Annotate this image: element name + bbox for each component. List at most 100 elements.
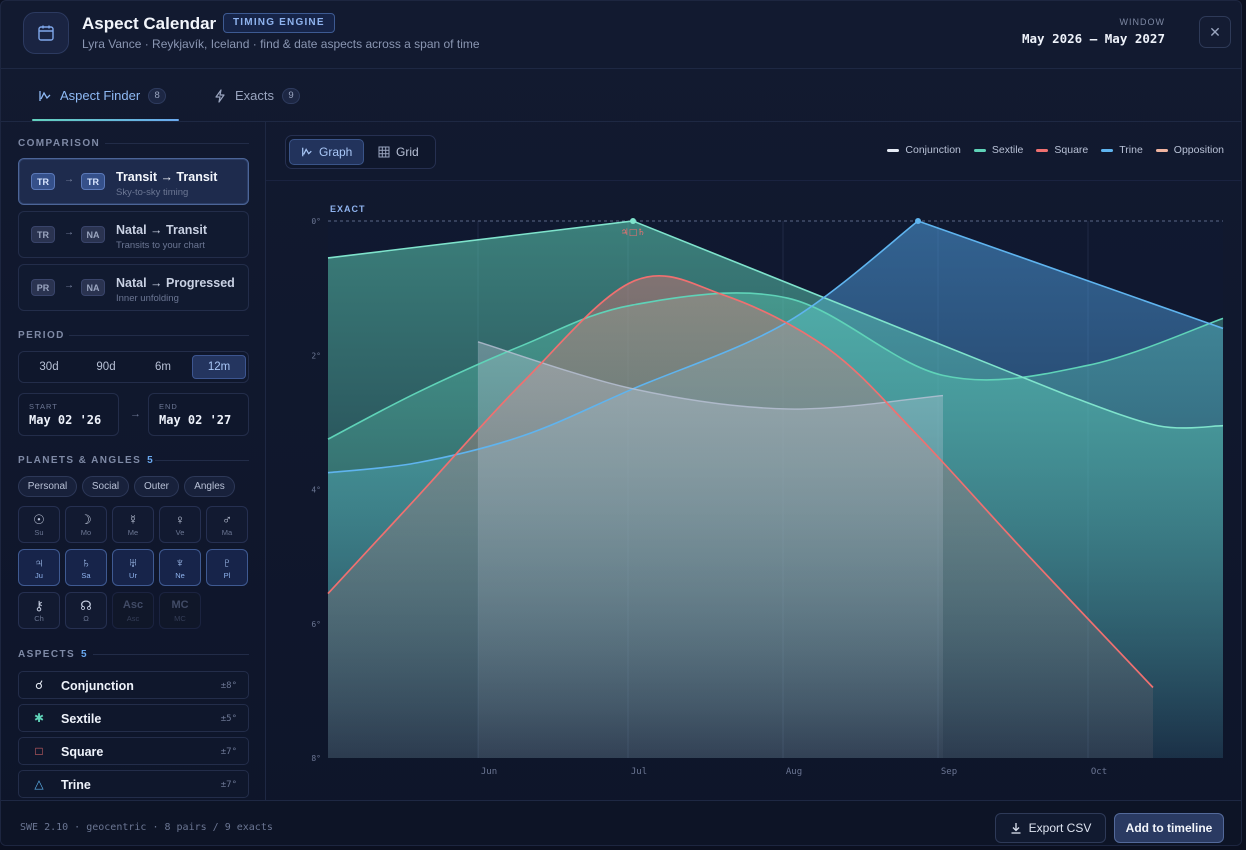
- planet-ur[interactable]: ♅ Ur: [112, 549, 154, 586]
- period-6m[interactable]: 6m: [155, 361, 171, 373]
- to-pill: NA: [81, 279, 105, 296]
- calendar-icon: [23, 12, 69, 54]
- end-date-field[interactable]: END May 02 '27: [148, 393, 249, 436]
- planet-sa[interactable]: ♄ Sa: [65, 549, 107, 586]
- legend-item-sextile[interactable]: Sextile: [973, 144, 1023, 156]
- planet-abbr: Ω: [83, 614, 89, 623]
- grid-icon: [378, 146, 390, 158]
- aspect-orb: ±5°: [220, 714, 237, 724]
- end-label: END: [159, 402, 178, 411]
- group-social[interactable]: Social: [82, 476, 129, 497]
- planet-glyph-icon: ☊: [80, 598, 92, 613]
- planet-ω[interactable]: ☊ Ω: [65, 592, 107, 629]
- sextile-exact-marker: [630, 218, 636, 224]
- comparison-subtitle: Transits to your chart: [116, 240, 205, 251]
- comparison-natal-progressed[interactable]: PR → NA Natal → Progressed Inner unfoldi…: [18, 264, 249, 311]
- legend-swatch: [887, 148, 900, 152]
- x-tick-label: Sep: [941, 767, 957, 777]
- x-tick-label: Jun: [481, 767, 497, 777]
- close-icon: ✕: [1209, 23, 1221, 40]
- planet-ch[interactable]: ⚷ Ch: [18, 592, 60, 629]
- line-chart-icon: [39, 90, 51, 101]
- legend-swatch: [1101, 148, 1114, 152]
- planet-abbr: Pl: [223, 571, 231, 580]
- tab-aspect-finder[interactable]: Aspect Finder 8: [38, 69, 167, 122]
- planet-asc[interactable]: Asc Asc: [112, 592, 154, 629]
- planet-ne[interactable]: ♆ Ne: [159, 549, 201, 586]
- start-date-field[interactable]: START May 02 '26: [18, 393, 119, 436]
- legend-item-square[interactable]: Square: [1036, 144, 1088, 156]
- comparison-subtitle: Inner unfolding: [116, 293, 179, 304]
- aspect-orb: ±7°: [220, 780, 237, 790]
- active-tab-indicator: [32, 119, 179, 121]
- comparison-title: Transit → Transit: [116, 170, 218, 184]
- period-12m[interactable]: 12m: [192, 355, 246, 379]
- aspect-marker-label: ♃□♄: [621, 228, 646, 238]
- planet-su[interactable]: ☉ Su: [18, 506, 60, 543]
- planet-mo[interactable]: ☽ Mo: [65, 506, 107, 543]
- legend-item-conjunction[interactable]: Conjunction: [887, 144, 961, 156]
- app-subtitle: Lyra Vance · Reykjavík, Iceland · find &…: [82, 37, 480, 51]
- planets-section-label: PLANETS & ANGLES 5: [18, 455, 155, 466]
- period-90d[interactable]: 90d: [96, 361, 116, 373]
- x-tick-label: Oct: [1091, 767, 1107, 777]
- planet-me[interactable]: ☿ Me: [112, 506, 154, 543]
- planet-ju[interactable]: ♃ Ju: [18, 549, 60, 586]
- aspect-sextile[interactable]: ✱ Sextile ±5°: [18, 704, 249, 732]
- from-pill: TR: [31, 226, 55, 243]
- aspect-chart: Jun Jul Aug Sep Oct 0° 2° 4° 6° 8° EXACT ♃□♄: [311, 204, 1224, 777]
- planet-abbr: Ch: [34, 614, 44, 623]
- aspect-orb: ±7°: [220, 747, 237, 757]
- arrow-icon: →: [64, 227, 74, 238]
- aspect-orb: ±8°: [220, 681, 237, 691]
- view-graph-button[interactable]: Graph: [289, 139, 364, 165]
- close-button[interactable]: ✕: [1199, 16, 1231, 48]
- aspect-name: Trine: [61, 778, 91, 792]
- y-tick-label: 2°: [311, 351, 321, 360]
- from-pill: TR: [31, 173, 55, 190]
- from-pill: PR: [31, 279, 55, 296]
- view-grid-button[interactable]: Grid: [367, 139, 433, 165]
- period-selector: 30d 90d 6m 12m: [18, 351, 249, 383]
- conjunction-icon: ☌: [34, 678, 44, 692]
- aspect-conjunction[interactable]: ☌ Conjunction ±8°: [18, 671, 249, 699]
- planet-glyph-icon: ☿: [128, 512, 138, 527]
- window-value: May 2026 – May 2027: [1022, 31, 1165, 46]
- to-pill: NA: [81, 226, 105, 243]
- square-line: [327, 274, 1154, 689]
- comparison-transit-transit[interactable]: TR → TR Transit → Transit Sky-to-sky tim…: [18, 158, 249, 205]
- aspect-trine[interactable]: △ Trine ±7°: [18, 770, 249, 798]
- aspect-square[interactable]: □ Square ±7°: [18, 737, 249, 765]
- group-outer[interactable]: Outer: [134, 476, 179, 497]
- planet-glyph-icon: ♄: [81, 555, 91, 570]
- aspect-name: Square: [61, 745, 104, 759]
- y-tick-label: 8°: [311, 754, 321, 763]
- legend-item-trine[interactable]: Trine: [1101, 144, 1143, 156]
- legend-item-opposition[interactable]: Opposition: [1155, 144, 1224, 156]
- group-personal[interactable]: Personal: [18, 476, 77, 497]
- group-angles[interactable]: Angles: [184, 476, 235, 497]
- footer: SWE 2.10 · geocentric · 8 pairs / 9 exac…: [1, 800, 1241, 845]
- comparison-natal-transit[interactable]: TR → NA Natal → Transit Transits to your…: [18, 211, 249, 258]
- add-to-timeline-button[interactable]: Add to timeline: [1114, 813, 1224, 843]
- exact-label: EXACT: [330, 204, 366, 214]
- planet-glyph-icon: MC: [171, 599, 189, 611]
- planet-abbr: Me: [127, 528, 139, 537]
- tab-label: Aspect Finder: [60, 88, 141, 103]
- planet-abbr: Asc: [126, 614, 140, 623]
- planet-glyph-icon: Asc: [122, 599, 144, 611]
- status-text: SWE 2.10 · geocentric · 8 pairs / 9 exac…: [20, 822, 273, 833]
- planet-ve[interactable]: ♀ Ve: [159, 506, 201, 543]
- export-csv-button[interactable]: Export CSV: [995, 813, 1106, 843]
- planet-abbr: Mo: [80, 528, 92, 537]
- planet-abbr: Ur: [129, 571, 137, 580]
- trine-icon: △: [34, 777, 44, 791]
- sidebar: COMPARISON TR → TR Transit → Transit Sky…: [1, 122, 266, 800]
- tab-exacts[interactable]: Exacts 9: [213, 69, 301, 122]
- period-30d[interactable]: 30d: [39, 361, 59, 373]
- planet-mc[interactable]: MC MC: [159, 592, 201, 629]
- planet-pl[interactable]: ♇ Pl: [206, 549, 248, 586]
- planet-glyph-icon: ♆: [175, 555, 185, 570]
- period-section-label: PERIOD: [18, 330, 65, 341]
- planet-ma[interactable]: ♂ Ma: [206, 506, 248, 543]
